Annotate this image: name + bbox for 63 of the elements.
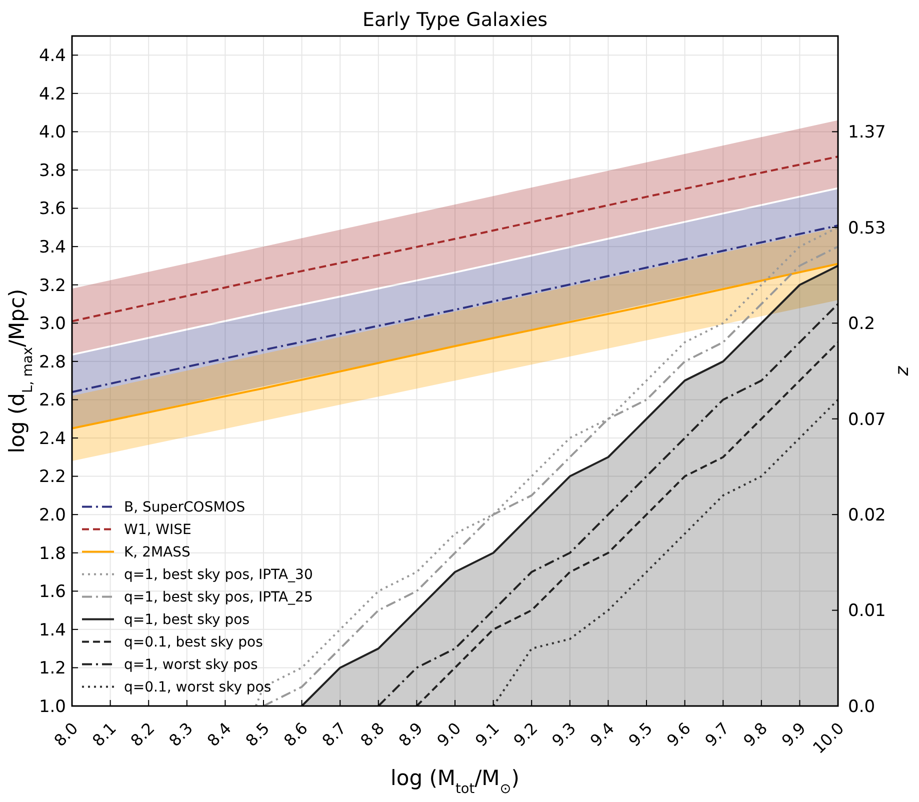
y2-axis-title: z xyxy=(892,366,913,377)
category-label: 0.02 xyxy=(848,506,886,526)
x-tick-label: 9.7 xyxy=(701,718,733,750)
y-tick-label: 1.6 xyxy=(38,582,66,602)
x-tick-label: 9.1 xyxy=(472,718,503,750)
x-tick-label: 9.6 xyxy=(663,718,694,750)
x-tick-label: 8.1 xyxy=(88,718,120,750)
line-series xyxy=(72,156,838,322)
y-tick-label: 2.2 xyxy=(38,467,66,488)
line-series xyxy=(72,224,838,394)
y-tick-label: 3.8 xyxy=(38,160,66,181)
x-tick-label: 8.0 xyxy=(50,718,82,750)
legend-label: q=0.1, worst sky pos xyxy=(124,680,272,696)
y-tick-label: 4.2 xyxy=(38,84,66,104)
y-tick-label: 4.4 xyxy=(38,46,66,66)
x-tick-label: 8.4 xyxy=(203,718,235,750)
y-tick-label: 3.0 xyxy=(38,314,66,334)
x-axis-title: log (M$_{tot}$/M$_{⊙}$) xyxy=(390,766,520,797)
y-tick-label: 3.4 xyxy=(38,238,66,258)
legend-label: q=1, best sky pos, IPTA_25 xyxy=(124,590,313,606)
y-tick-label: 1.8 xyxy=(38,544,66,564)
x-tick-label: 9.5 xyxy=(624,718,656,750)
x-tick-label: 9.0 xyxy=(433,718,465,750)
x-tick-label: 8.7 xyxy=(318,718,350,750)
x-tick-label: 8.5 xyxy=(242,718,274,750)
category-label: 0.0 xyxy=(848,696,876,717)
y-tick-label: 2.0 xyxy=(38,506,66,526)
line-series xyxy=(72,262,838,430)
y-tick-label: 2.6 xyxy=(38,390,66,411)
line-series xyxy=(377,303,838,706)
y-tick-label: 2.4 xyxy=(38,428,66,449)
category-label: 0.53 xyxy=(848,218,886,238)
category-label: 0.07 xyxy=(848,410,886,430)
x-tick-label: 9.4 xyxy=(586,718,618,750)
x-tick-label: 9.3 xyxy=(548,718,580,750)
x-tick-label: 9.2 xyxy=(510,718,542,750)
y-tick-label: 1.4 xyxy=(38,620,66,640)
x-tick-label: 9.9 xyxy=(778,718,810,750)
y-tick-label: 1.2 xyxy=(38,658,66,679)
y-tick-label: 3.2 xyxy=(38,276,66,296)
category-label: 0.2 xyxy=(848,314,876,334)
line-series xyxy=(492,398,838,706)
x-tick-label: 8.9 xyxy=(394,718,426,750)
legend-label: q=1, worst sky pos xyxy=(124,657,258,674)
y-tick-label: 4.0 xyxy=(38,122,66,143)
y-tick-label: 3.6 xyxy=(38,199,66,220)
legend-label: q=0.1, best sky pos xyxy=(124,634,263,651)
x-tick-label: 8.8 xyxy=(356,718,388,750)
category-label: 0.01 xyxy=(848,601,886,622)
y-tick-label: 2.8 xyxy=(38,352,66,372)
y-tick-label: 1.0 xyxy=(38,696,66,717)
x-tick-label: 8.6 xyxy=(280,718,312,750)
line-series xyxy=(416,341,838,706)
x-tick-label: 8.3 xyxy=(165,718,197,750)
category-label: 1.37 xyxy=(848,122,886,143)
legend-label: B, SuperCOSMOS xyxy=(124,500,246,516)
legend-label: K, 2MASS xyxy=(124,544,191,561)
chart-title: Early Type Galaxies xyxy=(362,9,548,31)
x-tick-label: 9.8 xyxy=(740,718,772,750)
legend-label: q=1, best sky pos xyxy=(124,612,250,628)
legend-label: q=1, best sky pos, IPTA_30 xyxy=(124,567,313,584)
legend-label: W1, WISE xyxy=(124,522,192,538)
x-tick-label: 8.2 xyxy=(126,718,158,750)
